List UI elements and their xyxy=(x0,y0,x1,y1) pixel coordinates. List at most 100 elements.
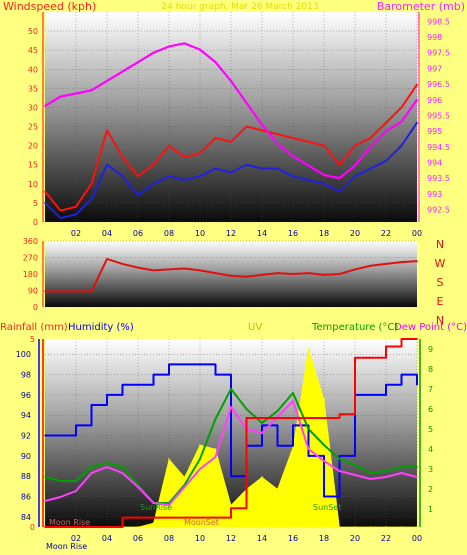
wind-speed-series-point-23 xyxy=(400,144,403,147)
temperature-tick-label: 6 xyxy=(428,405,433,414)
barometer-tick-label: 996 xyxy=(427,96,442,105)
humidity-series-point-10 xyxy=(199,363,201,366)
rainfall-series-point-3 xyxy=(90,526,93,528)
humidity-series-point-16 xyxy=(292,424,294,427)
temperature-series-point-23 xyxy=(400,466,403,468)
wind-gust-series-point-10 xyxy=(199,152,201,155)
wind-gust-series-point-7 xyxy=(152,163,155,166)
wind-direction-series-point-18 xyxy=(323,274,325,276)
temperature-axis-label: Temperature (°C) xyxy=(311,322,398,333)
uv-series-point-24 xyxy=(416,526,418,528)
rainfall-series-point-8 xyxy=(168,516,170,519)
humidity-tick-label: 92 xyxy=(21,432,31,441)
temperature-tick-label: 1 xyxy=(428,505,433,514)
bottom-x-tick-label: 04 xyxy=(102,534,112,543)
wind-direction-series-point-10 xyxy=(199,269,201,272)
wind-speed-series-point-10 xyxy=(199,175,201,177)
temperature-tick-label: 7 xyxy=(428,385,433,394)
windspeed-axis-label: Windspeed (kph) xyxy=(3,0,96,13)
wind-gust-series-point-18 xyxy=(323,144,325,147)
wind-direction-series-point-19 xyxy=(338,273,341,275)
direction-series xyxy=(44,257,418,293)
wind-direction-series-point-13 xyxy=(245,275,248,278)
rainfall-series-point-2 xyxy=(75,526,77,528)
uv-series-point-9 xyxy=(183,476,186,478)
barometer-series-point-7 xyxy=(152,51,155,54)
wind-speed-series-point-3 xyxy=(90,198,93,200)
top-x-tick-label: 04 xyxy=(102,229,112,238)
rainfall-axis-ticks: 05 xyxy=(30,335,35,532)
uv-series-point-17 xyxy=(307,348,310,350)
top-x-tick-label: 08 xyxy=(164,229,174,238)
humidity-series-point-21 xyxy=(369,394,372,396)
temperature-tick-label: 4 xyxy=(428,445,433,454)
moon-rise-bottom-label: Moon Rise xyxy=(46,542,87,551)
wind-direction-series-point-16 xyxy=(292,273,294,275)
temperature-series-point-4 xyxy=(106,462,108,464)
wind-gust-series-point-8 xyxy=(168,144,170,147)
humidity-series-point-12 xyxy=(230,475,232,477)
humidity-tick-label: 100 xyxy=(16,350,31,359)
dew-point-series-point-24 xyxy=(416,476,418,478)
top-x-tick-label: 06 xyxy=(133,229,143,238)
uv-series-point-20 xyxy=(354,526,356,528)
temperature-series-point-21 xyxy=(369,472,372,474)
dew-point-series xyxy=(44,400,418,506)
barometer-series xyxy=(44,42,418,180)
wind-direction-series-point-20 xyxy=(354,268,356,271)
rainfall-series-point-12 xyxy=(230,507,232,510)
wind-gust-series-point-1 xyxy=(59,209,62,212)
wind-speed-series-point-5 xyxy=(121,175,124,177)
dew-point-axis-label: Dew Point (°C) xyxy=(394,322,467,333)
compass-label: E xyxy=(437,295,444,308)
wind-direction-series xyxy=(44,257,418,293)
rainfall-series-point-4 xyxy=(106,526,108,528)
wind-direction-series-point-15 xyxy=(276,272,279,274)
dew-point-series-point-22 xyxy=(385,476,387,478)
temperature-series-point-15 xyxy=(276,410,279,412)
uv-axis-label: UV xyxy=(248,322,262,333)
rainfall-series-point-1 xyxy=(59,526,62,528)
temperature-tick-label: 3 xyxy=(428,465,433,474)
wind-tick-label: 40 xyxy=(28,65,38,74)
humidity-series-point-15 xyxy=(276,444,279,447)
bottom-x-tick-label: 20 xyxy=(350,534,360,543)
humidity-series-point-4 xyxy=(106,394,108,396)
barometer-series-point-13 xyxy=(245,102,248,104)
dew-point-series-point-11 xyxy=(214,456,217,458)
wind-gust-series xyxy=(44,83,418,212)
dew-point-series-point-21 xyxy=(369,478,372,480)
rainfall-series-point-22 xyxy=(385,345,387,348)
uv-series-point-23 xyxy=(400,526,403,528)
temperature-series-point-0 xyxy=(44,476,46,478)
wind-gust-series-point-5 xyxy=(121,156,124,158)
bottom-x-ticks: 02 04 06 08 10 12 14 16 18 20 22 00 xyxy=(71,534,422,543)
humidity-tick-label: 86 xyxy=(21,493,31,502)
wind-speed-series-point-20 xyxy=(354,175,356,177)
wind-tick-label: 45 xyxy=(28,46,38,55)
barometer-series-point-6 xyxy=(137,61,139,63)
humidity-series-point-22 xyxy=(385,383,387,386)
bottom-x-tick-label: 22 xyxy=(381,534,391,543)
direction-tick-label: 360 xyxy=(23,237,38,246)
dew-point-series-point-5 xyxy=(121,472,124,474)
dew-point-series-point-14 xyxy=(261,432,263,434)
barometer-axis-label: Barometer (mb) xyxy=(377,0,465,13)
barometer-series-point-19 xyxy=(338,177,341,179)
barometer-tick-label: 993 xyxy=(427,190,442,199)
wind-direction-series-point-23 xyxy=(400,261,403,263)
compass-label: N xyxy=(436,238,444,251)
wind-tick-label: 15 xyxy=(28,161,38,170)
barometer-series-point-10 xyxy=(199,48,201,51)
bottom-x-tick-label: 14 xyxy=(257,534,267,543)
wind-direction-series-point-3 xyxy=(90,290,93,293)
humidity-series-point-23 xyxy=(400,373,403,376)
barometer-series-point-23 xyxy=(400,120,403,123)
wind-direction-series-point-24 xyxy=(416,260,418,262)
temperature-series-point-10 xyxy=(199,458,201,460)
top-x-tick-label: 14 xyxy=(257,229,267,238)
barometer-tick-label: 997.5 xyxy=(427,49,450,58)
dew-point-series-point-23 xyxy=(400,472,403,474)
dew-point-series-point-1 xyxy=(59,496,62,498)
wind-gust-series-point-6 xyxy=(137,175,139,177)
